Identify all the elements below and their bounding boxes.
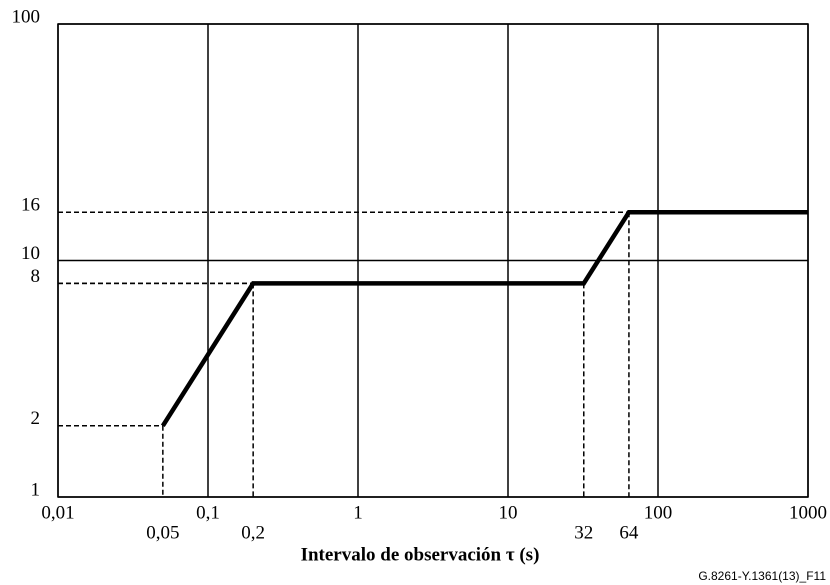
x-value-label: 64 [619,522,639,543]
y-tick-label: 2 [31,408,41,429]
x-tick-label: 10 [499,502,518,523]
figure-id: G.8261-Y.1361(13)_F11 [698,569,826,583]
x-axis-label: Intervalo de observación τ (s) [301,544,540,565]
x-value-label: 0,05 [146,522,179,543]
y-tick-label: 8 [31,266,41,287]
x-tick-label: 1000 [789,502,827,523]
x-value-label: 0,2 [241,522,265,543]
y-tick-label: 10 [21,243,40,264]
data-line [160,209,808,428]
y-tick-label: 1 [31,479,41,500]
x-tick-label: 1 [353,502,363,523]
plot-frame [57,23,809,498]
y-tick-label: 100 [12,6,41,27]
y-tick-label: 16 [21,195,40,216]
x-tick-label: 0,1 [196,502,220,523]
x-tick-label: 0,01 [41,502,74,523]
x-value-label: 32 [574,522,593,543]
x-tick-label: 100 [644,502,673,523]
